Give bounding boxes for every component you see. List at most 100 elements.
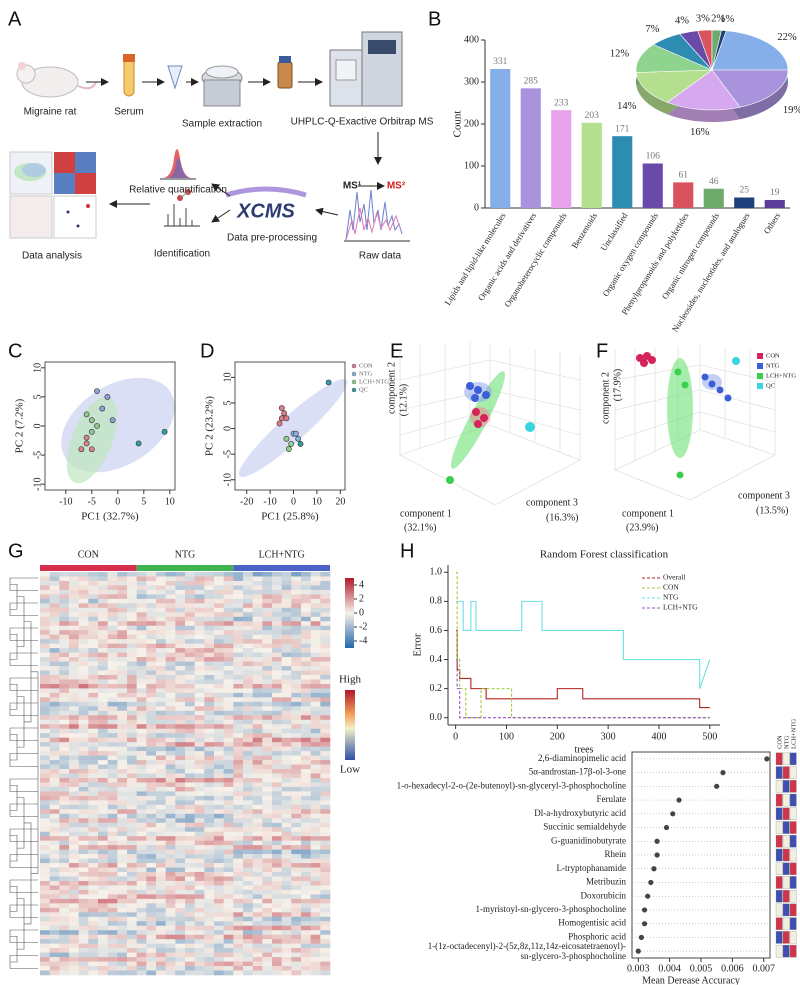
heatmap-cell: [320, 809, 331, 815]
point: [83, 434, 90, 441]
dendrogram: [17, 797, 25, 849]
heatmap-cell: [310, 697, 321, 703]
heatmap-cell: [69, 589, 79, 595]
heatmap-cell: [78, 670, 89, 676]
heatmap-cell: [194, 880, 205, 886]
heatmap-cell: [98, 666, 108, 671]
heatmap-cell: [175, 634, 186, 640]
heatmap-cell: [69, 710, 79, 716]
heatmap-cell: [146, 813, 157, 819]
heatmap-cell: [243, 639, 253, 644]
heatmap-cell: [301, 733, 311, 738]
heatmap-cell: [272, 885, 282, 891]
heatmap-cell: [272, 872, 282, 877]
heatmap-cell: [281, 710, 292, 716]
heatmap-cell: [88, 791, 99, 797]
heatmap-cell: [233, 701, 244, 707]
heatmap-cell: [252, 572, 263, 577]
heatmap-cell: [49, 894, 60, 900]
heatmap-cell: [40, 800, 50, 806]
heatmap-cell: [272, 961, 282, 967]
heatmap-cell: [272, 894, 282, 900]
heatmap-cell: [127, 795, 137, 801]
x-axis-label: PC1 (25.8%): [261, 511, 319, 523]
heatmap-cell: [49, 777, 60, 783]
heatmap-cell: [185, 692, 195, 698]
heatmap-cell: [214, 822, 224, 828]
heatmap-cell: [117, 854, 128, 859]
heatmap-cell: [127, 769, 137, 774]
heatmap-cell: [252, 966, 263, 971]
heatmap-cell: [156, 930, 166, 935]
heatmap-cell: [117, 867, 128, 873]
x-tick-label: Organic acids and derivatives: [476, 210, 539, 302]
heatmap-cell: [98, 925, 108, 931]
heatmap-cell: [310, 925, 321, 931]
axis-label: component 2: [600, 372, 611, 424]
y-tick-label: L-tryptophanamide: [557, 863, 626, 873]
step-label: Sample extraction: [182, 119, 262, 130]
heatmap-cell: [194, 912, 205, 918]
heatmap-cell: [243, 719, 253, 725]
heatmap-cell: [146, 773, 157, 779]
heatmap-cell: [185, 728, 195, 734]
heatmap-cell: [262, 594, 273, 600]
heatmap-cell: [291, 889, 302, 895]
heatmap-cell: [223, 786, 234, 792]
heatmap-cell: [107, 925, 118, 931]
heatmap-cell: [107, 746, 118, 752]
heatmap-cell: [204, 800, 215, 806]
heatmap-cell: [49, 925, 60, 931]
heatmap-cell: [127, 912, 137, 918]
heatmap-cell: [78, 934, 89, 940]
heatmap-cell: [88, 804, 99, 810]
heatmap-cell: [310, 916, 321, 922]
heatmap-cell: [136, 598, 147, 604]
heatmap-cell: [117, 643, 128, 649]
heatmap-cell: [223, 907, 234, 913]
heatmap-cell: [146, 800, 157, 806]
heatmap-cell: [272, 795, 282, 801]
chart-title: Random Forest classification: [540, 549, 669, 561]
heatmap-cell: [223, 603, 234, 609]
heatmap-cell: [117, 598, 128, 604]
heatmap-cell: [272, 621, 282, 627]
heatmap-cell: [78, 795, 89, 801]
dendrogram: [10, 834, 18, 862]
heatmap-cell: [59, 925, 70, 931]
heatmap-cell: [69, 737, 79, 743]
heatmap-cell: [146, 572, 157, 577]
heatmap-cell: [59, 657, 70, 662]
heatmap-cell: [59, 692, 70, 698]
heatmap-cell: [88, 966, 99, 971]
heatmap-cell: [233, 777, 244, 783]
heatmap-cell: [156, 836, 166, 841]
heatmap-cell: [78, 652, 89, 658]
heatmap-cell: [194, 598, 205, 604]
heatmap-cell: [59, 880, 70, 886]
heatmap-cell: [272, 607, 282, 613]
heatmap-cell: [223, 733, 234, 738]
heatmap-cell: [252, 652, 263, 658]
heatmap-cell: [194, 719, 205, 725]
heatmap-cell: [281, 782, 292, 788]
heatmap-cell: [233, 661, 244, 667]
heatmap-cell: [233, 715, 244, 721]
heatmap-cell: [117, 661, 128, 667]
heatmap-cell: [301, 737, 311, 743]
heatmap-cell: [272, 858, 282, 864]
heatmap-cell: [291, 836, 302, 841]
heatmap-cell: [117, 889, 128, 895]
heatmap-cell: [185, 907, 195, 913]
heatmap-cell: [78, 715, 89, 721]
group-cell: [782, 807, 790, 821]
heatmap-cell: [310, 661, 321, 667]
heatmap-cell: [214, 880, 224, 886]
heatmap-cell: [88, 603, 99, 609]
heatmap-cell: [78, 661, 89, 667]
heatmap-cell: [117, 943, 128, 949]
heatmap-cell: [185, 688, 195, 694]
heatmap-cell: [175, 912, 186, 918]
heatmap-cell: [98, 903, 108, 909]
heatmap-cell: [301, 845, 311, 850]
